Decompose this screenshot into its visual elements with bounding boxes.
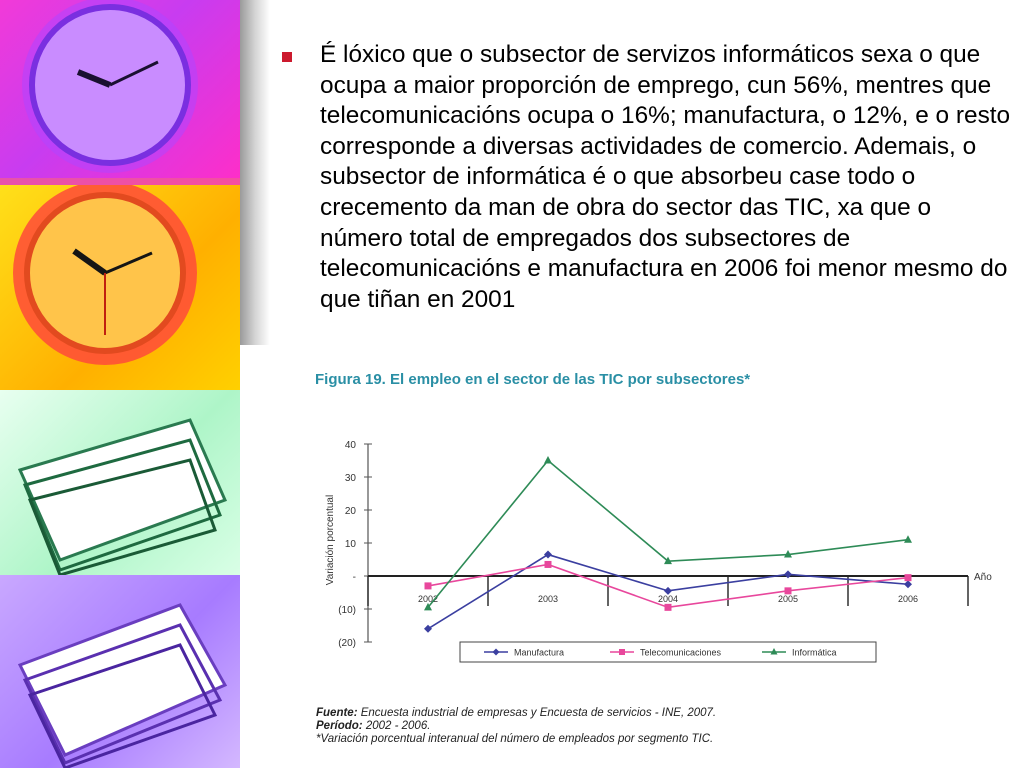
data-point-square (544, 560, 552, 568)
data-point-square (424, 582, 432, 590)
data-point-diamond (544, 550, 552, 559)
legend-label: Telecomunicaciones (640, 648, 722, 658)
y-tick-label: 10 (345, 539, 357, 550)
data-point-square (904, 574, 912, 582)
y-tick-label: 20 (345, 506, 357, 517)
data-point-diamond (904, 580, 912, 589)
y-tick-label: 30 (345, 473, 357, 484)
y-tick-label: 40 (345, 440, 357, 451)
series-layer (424, 456, 912, 633)
data-point-triangle (424, 602, 432, 611)
source-line: Fuente: Encuesta industrial de empresas … (316, 707, 717, 719)
figure-sources: Fuente: Encuesta industrial de empresas … (316, 707, 876, 746)
legend-label: Manufactura (514, 648, 564, 658)
x-tick-label: 2005 (778, 594, 798, 604)
x-axis-label: Año (974, 572, 992, 583)
y-tick-label: - (353, 572, 356, 583)
x-axis: 2002 2003 2004 2005 2006 (367, 575, 969, 606)
legend: Manufactura Telecomunicaciones Informática (459, 641, 877, 663)
period-line: Período: 2002 - 2006. (316, 720, 431, 732)
y-tick-label: (20) (338, 638, 356, 649)
papers-icon (17, 603, 228, 768)
y-tick-label: (10) (338, 605, 356, 616)
legend-marker (492, 648, 500, 656)
bullet-marker (282, 52, 292, 62)
data-point-diamond (664, 586, 672, 595)
data-point-square (664, 603, 672, 611)
figure-title: Figura 19. El empleo en el sector de las… (315, 371, 751, 388)
data-point-triangle (544, 456, 552, 464)
x-tick-label: 2006 (898, 594, 918, 604)
clock-image-purple (0, 0, 240, 185)
clock-icon (22, 0, 198, 173)
clock-icon (13, 185, 197, 365)
data-point-square (784, 587, 792, 595)
y-axis-label: Variación porcentual (325, 495, 336, 585)
footnote-line: *Variación porcentual interanual del núm… (316, 733, 714, 745)
x-tick-label: 2002 (418, 594, 438, 604)
legend-label: Informática (792, 648, 837, 658)
x-tick-label: 2003 (538, 594, 558, 604)
papers-image-green (0, 390, 240, 575)
strip-shadow (240, 0, 270, 345)
data-point-triangle (664, 556, 672, 565)
papers-image-violet (0, 575, 240, 768)
y-axis: 40 30 20 10 - (10) (20) (338, 440, 372, 649)
clock-image-orange (0, 185, 240, 390)
bullet-paragraph: É lóxico que o subsector de servizos inf… (320, 41, 1011, 313)
line-chart: Variación porcentual 40 30 20 10 - (10) (20) 2… (325, 440, 992, 663)
x-tick-label: 2004 (658, 594, 678, 604)
legend-marker (770, 648, 778, 655)
legend-marker (619, 649, 625, 655)
papers-icon (17, 418, 228, 575)
data-point-diamond (784, 570, 792, 579)
legend-box (459, 641, 877, 663)
decorative-image-strip (0, 0, 240, 768)
data-point-triangle (784, 550, 792, 558)
data-point-diamond (424, 624, 432, 633)
data-point-triangle (904, 535, 912, 543)
